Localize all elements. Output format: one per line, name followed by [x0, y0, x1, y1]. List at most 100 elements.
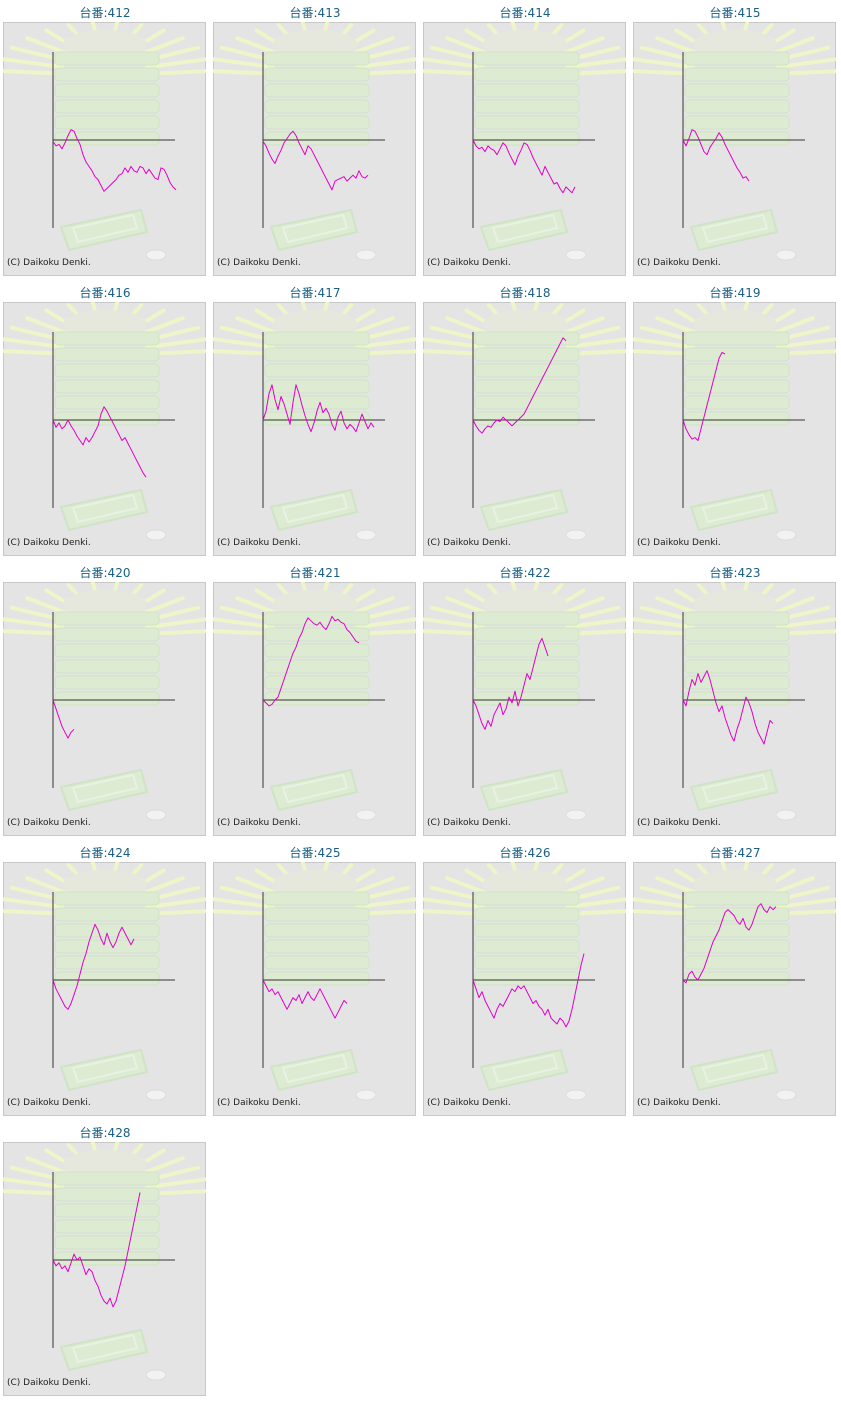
pachinko-machine-illustration: [3, 1142, 206, 1381]
medal-balance-line: [682, 903, 777, 984]
medal-balance-line: [472, 139, 576, 194]
pachinko-machine-illustration: [423, 862, 626, 1101]
graph-cell: 台番:423 (C) Daikoku Denki.: [630, 560, 840, 840]
medal-balance-line: [472, 337, 567, 434]
machine-number-title[interactable]: 台番:419: [709, 286, 761, 300]
pachinko-machine-illustration: [213, 22, 416, 261]
graph-cell: 台番:426 (C) Daikoku Denki.: [420, 840, 630, 1120]
medal-balance-line: [52, 1192, 141, 1308]
copyright-text: (C) Daikoku Denki.: [217, 258, 301, 268]
graph-cell: 台番:420 (C) Daikoku Denki.: [0, 560, 210, 840]
copyright-text: (C) Daikoku Denki.: [217, 1098, 301, 1108]
graph-cell: 台番:412 (C) Daikoku Denki.: [0, 0, 210, 280]
pachinko-machine-illustration: [633, 862, 836, 1101]
graph-cell: 台番:416 (C) Daikoku Denki.: [0, 280, 210, 560]
graph-panel: (C) Daikoku Denki.: [213, 22, 416, 276]
pachinko-machine-illustration: [213, 862, 416, 1101]
graph-panel: (C) Daikoku Denki.: [633, 22, 836, 276]
graph-panel: (C) Daikoku Denki.: [3, 862, 206, 1116]
machine-number-title[interactable]: 台番:417: [289, 286, 341, 300]
machine-number-title[interactable]: 台番:421: [289, 566, 341, 580]
graph-panel: (C) Daikoku Denki.: [3, 582, 206, 836]
copyright-text: (C) Daikoku Denki.: [637, 258, 721, 268]
medal-balance-line: [682, 352, 726, 441]
copyright-text: (C) Daikoku Denki.: [637, 538, 721, 548]
copyright-text: (C) Daikoku Denki.: [427, 1098, 511, 1108]
medal-balance-line: [52, 699, 75, 739]
graph-panel: (C) Daikoku Denki.: [633, 862, 836, 1116]
graph-panel: (C) Daikoku Denki.: [213, 862, 416, 1116]
medal-balance-line: [472, 953, 585, 1028]
pachinko-machine-illustration: [633, 302, 836, 541]
pachinko-machine-illustration: [423, 582, 626, 821]
medal-balance-line: [262, 130, 369, 191]
machine-number-title[interactable]: 台番:414: [499, 6, 551, 20]
graph-cell: 台番:413 (C) Daikoku Denki.: [210, 0, 420, 280]
medal-balance-line: [472, 637, 549, 730]
pachinko-machine-illustration: [3, 862, 206, 1101]
machine-number-title[interactable]: 台番:424: [79, 846, 131, 860]
copyright-text: (C) Daikoku Denki.: [7, 538, 91, 548]
machine-number-title[interactable]: 台番:427: [709, 846, 761, 860]
medal-balance-line: [262, 979, 348, 1019]
pachinko-machine-illustration: [3, 22, 206, 261]
machine-number-title[interactable]: 台番:428: [79, 1126, 131, 1140]
graph-panel: (C) Daikoku Denki.: [423, 302, 626, 556]
copyright-text: (C) Daikoku Denki.: [7, 1098, 91, 1108]
graph-cell: 台番:427 (C) Daikoku Denki.: [630, 840, 840, 1120]
copyright-text: (C) Daikoku Denki.: [217, 818, 301, 828]
copyright-text: (C) Daikoku Denki.: [427, 538, 511, 548]
graph-panel: (C) Daikoku Denki.: [423, 862, 626, 1116]
graph-cell: 台番:422 (C) Daikoku Denki.: [420, 560, 630, 840]
machine-number-title[interactable]: 台番:416: [79, 286, 131, 300]
graph-cell: 台番:417 (C) Daikoku Denki.: [210, 280, 420, 560]
machine-number-title[interactable]: 台番:426: [499, 846, 551, 860]
graph-panel: (C) Daikoku Denki.: [3, 22, 206, 276]
graph-cell: 台番:415 (C) Daikoku Denki.: [630, 0, 840, 280]
graph-panel: (C) Daikoku Denki.: [633, 582, 836, 836]
copyright-text: (C) Daikoku Denki.: [427, 258, 511, 268]
graph-cell: 台番:428 (C) Daikoku Denki.: [0, 1120, 210, 1400]
pachinko-machine-illustration: [423, 302, 626, 541]
pachinko-machine-illustration: [423, 22, 626, 261]
graph-panel: (C) Daikoku Denki.: [213, 302, 416, 556]
pachinko-machine-illustration: [633, 582, 836, 821]
graph-cell: 台番:424 (C) Daikoku Denki.: [0, 840, 210, 1120]
pachinko-machine-illustration: [213, 582, 416, 821]
pachinko-machine-illustration: [633, 22, 836, 261]
copyright-text: (C) Daikoku Denki.: [637, 1098, 721, 1108]
machine-number-title[interactable]: 台番:415: [709, 6, 761, 20]
machine-number-title[interactable]: 台番:413: [289, 6, 341, 20]
medal-balance-line: [52, 406, 147, 478]
medal-balance-line: [52, 923, 135, 1010]
medal-balance-line: [682, 129, 750, 182]
machine-number-title[interactable]: 台番:423: [709, 566, 761, 580]
graph-panel: (C) Daikoku Denki.: [3, 302, 206, 556]
pachinko-machine-illustration: [3, 582, 206, 821]
copyright-text: (C) Daikoku Denki.: [7, 258, 91, 268]
copyright-text: (C) Daikoku Denki.: [427, 818, 511, 828]
machine-number-title[interactable]: 台番:412: [79, 6, 131, 20]
graph-panel: (C) Daikoku Denki.: [3, 1142, 206, 1396]
medal-balance-line: [682, 670, 774, 745]
graph-cell: 台番:425 (C) Daikoku Denki.: [210, 840, 420, 1120]
medal-balance-line: [262, 615, 360, 707]
graph-panel: (C) Daikoku Denki.: [423, 22, 626, 276]
pachinko-machine-illustration: [3, 302, 206, 541]
machine-number-title[interactable]: 台番:418: [499, 286, 551, 300]
graph-panel: (C) Daikoku Denki.: [633, 302, 836, 556]
copyright-text: (C) Daikoku Denki.: [7, 818, 91, 828]
graph-panel: (C) Daikoku Denki.: [423, 582, 626, 836]
copyright-text: (C) Daikoku Denki.: [217, 538, 301, 548]
graph-panel: (C) Daikoku Denki.: [213, 582, 416, 836]
graph-cell: 台番:418 (C) Daikoku Denki.: [420, 280, 630, 560]
copyright-text: (C) Daikoku Denki.: [637, 818, 721, 828]
machine-number-title[interactable]: 台番:420: [79, 566, 131, 580]
graph-cell: 台番:414 (C) Daikoku Denki.: [420, 0, 630, 280]
machine-number-title[interactable]: 台番:422: [499, 566, 551, 580]
graph-cell: 台番:419 (C) Daikoku Denki.: [630, 280, 840, 560]
medal-balance-line: [52, 129, 177, 192]
machine-number-title[interactable]: 台番:425: [289, 846, 341, 860]
graph-cell: 台番:421 (C) Daikoku Denki.: [210, 560, 420, 840]
